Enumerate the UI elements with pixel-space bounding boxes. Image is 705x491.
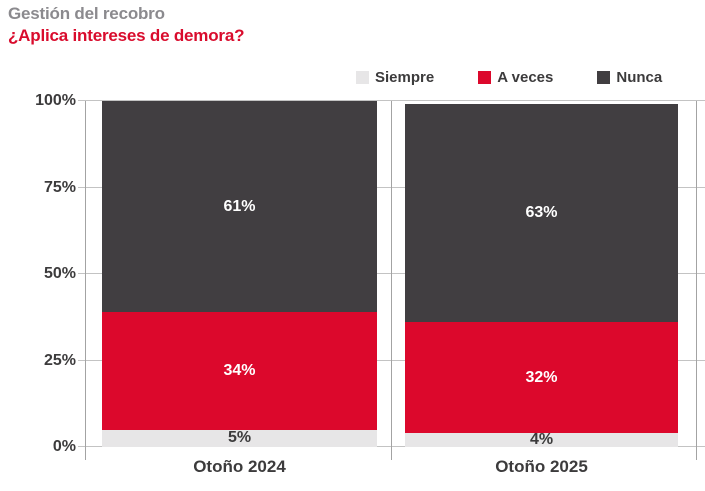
y-axis-tick-label: 100% — [35, 92, 76, 109]
plot-right-border — [696, 101, 697, 460]
x-axis-category-label: Otoño 2025 — [495, 457, 588, 476]
legend-item-a-veces: A veces — [478, 69, 553, 86]
bar-segment-nunca: 63% — [405, 104, 678, 323]
legend-label: Nunca — [616, 69, 663, 86]
plot-area: 5% 34% 61% 4% 32% 63% — [78, 100, 705, 460]
bar-segment-value-label: 34% — [223, 361, 256, 379]
page-subtitle: ¿Aplica intereses de demora? — [8, 26, 245, 45]
panel-divider-line — [391, 101, 392, 460]
legend-swatch-a-veces — [478, 71, 492, 84]
y-axis-tick-label: 75% — [43, 178, 76, 196]
legend-item-siempre: Siempre — [356, 69, 434, 86]
bar-segment-value-label: 32% — [525, 368, 558, 386]
bar-segment-value-label: 61% — [223, 197, 256, 215]
legend-swatch-siempre — [356, 71, 369, 84]
bar-segment-value-label: 4% — [529, 431, 554, 449]
bar-otoño-2024: 5% 34% 61% — [102, 101, 377, 447]
bar-segment-value-label: 63% — [525, 204, 558, 222]
legend-item-nunca: Nunca — [597, 69, 662, 86]
y-axis-tick-label: 25% — [43, 351, 76, 369]
bar-segment-a-veces: 34% — [102, 312, 377, 430]
gridline-100 — [78, 100, 705, 101]
bar-otoño-2025: 4% 32% 63% — [405, 101, 678, 449]
x-axis-category-label: Otoño 2024 — [193, 457, 286, 476]
y-axis-line — [85, 101, 86, 460]
legend-label: A veces — [497, 69, 554, 86]
bar-segment-nunca: 61% — [102, 101, 377, 313]
bar-segment-siempre: 5% — [102, 429, 377, 447]
y-axis-tick-label: 50% — [43, 265, 76, 282]
legend: Siempre A veces Nunca — [356, 69, 662, 86]
page-title: Gestión del recobro — [8, 4, 165, 23]
legend-swatch-nunca — [597, 71, 611, 84]
legend-label: Siempre — [375, 69, 435, 86]
y-axis-tick-label: 0% — [52, 438, 76, 455]
bar-segment-a-veces: 32% — [405, 322, 678, 434]
bar-segment-siempre: 4% — [405, 431, 678, 449]
bar-segment-value-label: 5% — [227, 429, 252, 447]
